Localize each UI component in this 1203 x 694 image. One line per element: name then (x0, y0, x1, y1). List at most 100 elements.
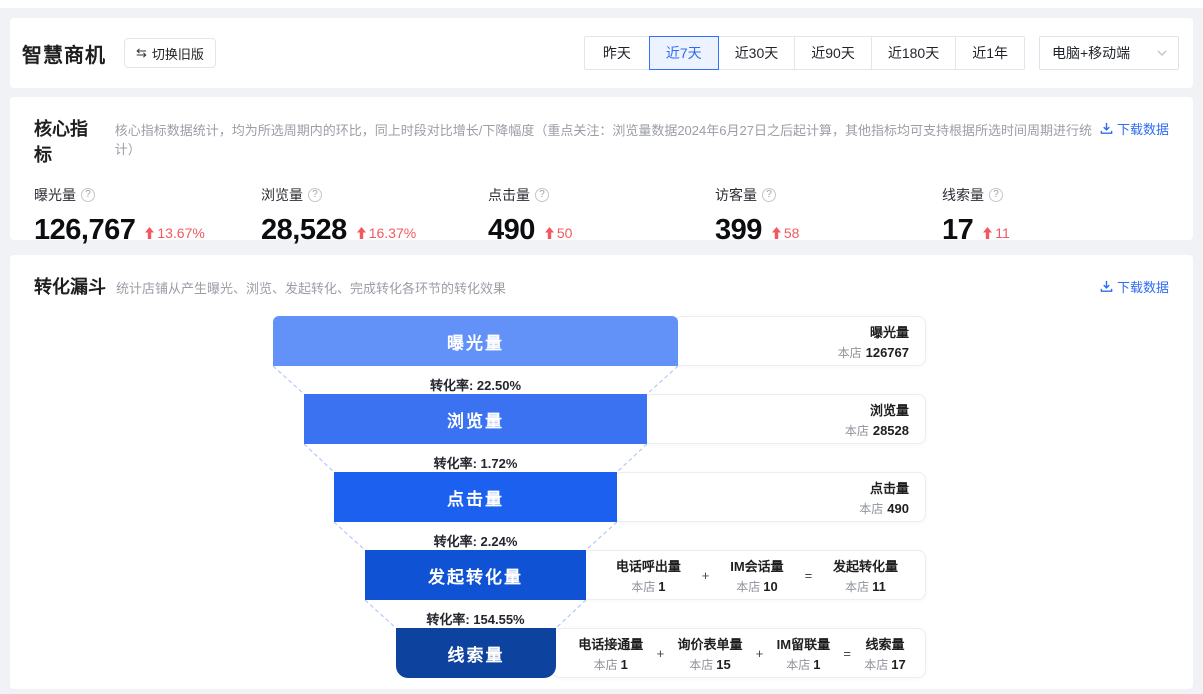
metric-delta: 16.37% (368, 225, 417, 241)
funnel-value: 490 (887, 500, 909, 516)
store-label: 本店 (736, 579, 761, 594)
funnel-bar-initiated-conversions[interactable]: 发起转化量 (365, 550, 586, 600)
store-label: 本店 (786, 657, 811, 672)
help-icon[interactable]: ? (535, 188, 549, 202)
funnel-download-link[interactable]: 下载数据 (1100, 277, 1169, 296)
metric-delta: 11 (995, 225, 1010, 241)
device-select-dropdown[interactable]: 电脑+移动端 (1039, 36, 1179, 70)
tab-last-90-days[interactable]: 近90天 (794, 36, 872, 70)
funnel-panel-exposure: 曝光量 本店 126767 (674, 316, 926, 366)
metric-delta: 13.67% (157, 225, 205, 241)
funnel-panel-leads: 电话接通量 本店 1 + 询价表单量 本店 15 + IM留联量 本店 1 = 线索量… (552, 628, 926, 678)
plus-operator: + (701, 567, 710, 583)
core-metrics-section: 核心指标 核心指标数据统计，均为所选周期内的环比，同上时段对比增长/下降幅度（重… (10, 97, 1193, 246)
funnel-value: 126767 (865, 344, 909, 360)
term-value: 15 (716, 656, 731, 672)
metric-value: 17 (942, 214, 974, 246)
arrow-up-icon (145, 227, 155, 239)
funnel-bar-exposure[interactable]: 曝光量 (273, 316, 678, 366)
page-title: 智慧商机 (22, 44, 106, 67)
switch-old-version-button[interactable]: ⇆ 切换旧版 (124, 38, 216, 68)
arrow-up-icon (983, 227, 993, 239)
plus-operator: + (656, 645, 665, 661)
metric-value: 28,528 (261, 214, 347, 246)
funnel-title: 转化漏斗 (34, 277, 106, 297)
equals-operator: = (804, 567, 813, 583)
switch-old-version-label: 切换旧版 (151, 46, 204, 62)
core-metrics-subtitle: 核心指标数据统计，均为所选周期内的环比，同上时段对比增长/下降幅度（重点关注：浏… (114, 123, 1092, 157)
funnel-value: 28528 (872, 422, 909, 438)
help-icon[interactable]: ? (308, 188, 322, 202)
help-icon[interactable]: ? (989, 188, 1003, 202)
funnel-chart: 曝光量 曝光量 本店 126767 转化率: 22.50% 浏览量 浏览量 本店 2… (10, 316, 1193, 678)
formula-result: 发起转化量 本店 11 (833, 558, 899, 594)
metric-value: 490 (488, 214, 535, 246)
store-label: 本店 (631, 579, 656, 594)
help-icon[interactable]: ? (81, 188, 95, 202)
term-value: 11 (872, 578, 886, 594)
store-label: 本店 (864, 657, 889, 672)
device-select-value: 电脑+移动端 (1052, 45, 1131, 61)
metric-delta: 58 (783, 225, 800, 241)
plus-operator: + (755, 645, 764, 661)
term-value: 1 (813, 656, 821, 672)
conversion-rate-1: 转化率: 22.50% (429, 378, 522, 393)
chevron-down-icon (1157, 50, 1167, 56)
metric-value: 399 (715, 214, 762, 246)
tab-last-1-year[interactable]: 近1年 (955, 36, 1025, 70)
store-label: 本店 (844, 423, 869, 438)
download-icon (1100, 122, 1113, 134)
core-download-link[interactable]: 下载数据 (1100, 119, 1169, 138)
switch-arrows-icon: ⇆ (136, 45, 147, 60)
formula-term: IM会话量 本店 10 (730, 558, 784, 594)
term-value: 1 (658, 578, 666, 594)
page-header: 智慧商机 ⇆ 切换旧版 昨天 近7天 近30天 近90天 近180天 近1年 电… (10, 18, 1193, 88)
formula-term: 电话接通量 本店 1 (578, 636, 644, 672)
metric-visitors: 访客量? 399 58 (715, 185, 942, 247)
conversion-rate-4: 转化率: 154.55% (426, 612, 525, 627)
equals-operator: = (843, 645, 851, 661)
help-icon[interactable]: ? (762, 188, 776, 202)
metric-value: 126,767 (34, 214, 136, 246)
store-label: 本店 (845, 579, 870, 594)
store-label: 本店 (689, 657, 714, 672)
term-value: 10 (763, 578, 778, 594)
tab-last-7-days[interactable]: 近7天 (648, 36, 719, 70)
arrow-up-icon (544, 227, 554, 239)
header-right-controls: 昨天 近7天 近30天 近90天 近180天 近1年 电脑+移动端 (583, 36, 1179, 70)
funnel-panel-views: 浏览量 本店 28528 (643, 394, 926, 444)
store-label: 本店 (593, 657, 618, 672)
funnel-bar-leads[interactable]: 线索量 (396, 628, 556, 678)
metric-leads: 线索量? 17 11 (942, 185, 1169, 247)
funnel-bar-clicks[interactable]: 点击量 (334, 472, 617, 522)
store-label: 本店 (859, 501, 884, 516)
term-value: 1 (620, 656, 628, 672)
metric-label: 曝光量 (34, 187, 76, 203)
funnel-panel-initiated-conversions: 电话呼出量 本店 1 + IM会话量 本店 10 = 发起转化量 本店 11 (582, 550, 926, 600)
top-strip (0, 0, 1203, 8)
metrics-row: 曝光量? 126,767 13.67% 浏览量? 28,528 16.37% 点… (34, 185, 1169, 247)
term-value: 17 (891, 656, 906, 672)
funnel-bar-views[interactable]: 浏览量 (304, 394, 647, 444)
metric-clicks: 点击量? 490 50 (488, 185, 715, 247)
metric-views: 浏览量? 28,528 16.37% (261, 185, 488, 247)
core-metrics-title: 核心指标 (34, 119, 88, 165)
funnel-panel-clicks: 点击量 本店 490 (613, 472, 926, 522)
formula-term: 询价表单量 本店 15 (677, 636, 743, 672)
conversion-rate-2: 转化率: 1.72% (433, 456, 518, 471)
download-icon (1100, 280, 1113, 292)
tab-yesterday[interactable]: 昨天 (583, 36, 650, 70)
metric-label: 浏览量 (261, 187, 303, 203)
time-range-tabs: 昨天 近7天 近30天 近90天 近180天 近1年 (583, 36, 1025, 70)
formula-result: 线索量 本店 17 (864, 636, 906, 672)
funnel-subtitle: 统计店铺从产生曝光、浏览、发起转化、完成转化各环节的转化效果 (116, 281, 507, 296)
tab-last-30-days[interactable]: 近30天 (717, 36, 796, 70)
formula-term: IM留联量 本店 1 (776, 636, 831, 672)
conversion-rate-3: 转化率: 2.24% (433, 534, 518, 549)
metric-delta: 50 (556, 225, 573, 241)
arrow-up-icon (356, 227, 366, 239)
tab-last-180-days[interactable]: 近180天 (870, 36, 957, 70)
metric-exposure: 曝光量? 126,767 13.67% (34, 185, 261, 247)
metric-label: 点击量 (488, 187, 530, 203)
formula-term: 电话呼出量 本店 1 (615, 558, 681, 594)
